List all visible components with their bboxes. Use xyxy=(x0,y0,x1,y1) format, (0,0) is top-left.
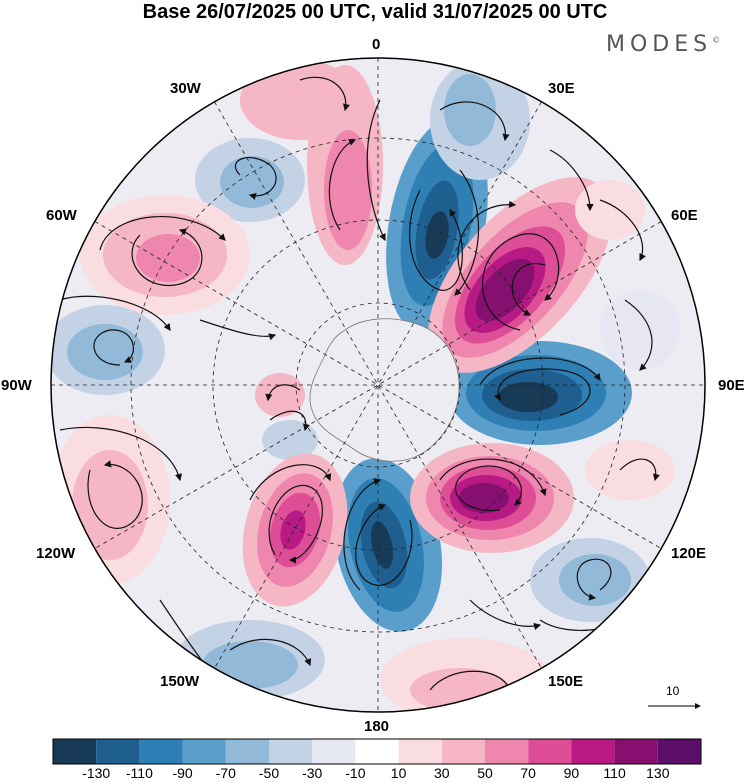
colorbar-tick: -30 xyxy=(302,765,323,781)
colorbar-swatch xyxy=(441,739,485,764)
lon-label-90e: 90E xyxy=(718,377,745,394)
lon-label-60e: 60E xyxy=(671,207,698,224)
colorbar-tick: -50 xyxy=(258,765,280,781)
lon-label-120e: 120E xyxy=(671,545,707,562)
colorbar-tick: -70 xyxy=(215,765,236,781)
graticule xyxy=(51,58,705,712)
map-border xyxy=(50,57,706,713)
colorbar-tick: 130 xyxy=(646,765,670,781)
lon-label-90w: 90W xyxy=(1,377,32,394)
colorbar-swatch xyxy=(657,739,701,764)
lon-label-30e: 30E xyxy=(548,80,575,97)
colorbar-swatch xyxy=(571,739,615,764)
colorbar-tick: 50 xyxy=(477,765,493,781)
colorbar-swatch xyxy=(225,739,269,764)
brand-mark: © xyxy=(712,35,721,45)
colorbar-swatch xyxy=(528,739,572,764)
colorbar-swatch xyxy=(398,739,442,764)
lon-label-60w: 60W xyxy=(46,207,77,224)
colorbar-tick: 10 xyxy=(390,765,407,781)
anomaly-field xyxy=(51,58,705,712)
colorbar-swatch xyxy=(485,739,529,764)
colorbar-tick: -130 xyxy=(82,765,111,781)
lon-label-120w: 120W xyxy=(36,545,76,562)
colorbar-tick: -90 xyxy=(172,765,193,781)
colorbar-swatch xyxy=(96,739,140,764)
antarctica-shape xyxy=(309,318,460,462)
lon-label-0: 0 xyxy=(372,36,381,53)
colorbar-tick: -110 xyxy=(125,765,153,781)
colorbar-swatch xyxy=(269,739,313,764)
colorbar-swatch xyxy=(312,739,356,764)
chart-title: Base 26/07/2025 00 UTC, valid 31/07/2025… xyxy=(142,1,608,23)
colorbar-tick: 30 xyxy=(434,765,450,781)
colorbar-swatch xyxy=(614,739,658,764)
lon-label-180: 180 xyxy=(364,718,390,735)
lon-label-150e: 150E xyxy=(548,673,584,690)
colorbar-swatch xyxy=(53,739,97,764)
brand-logo: MODES© xyxy=(606,32,720,57)
colorbar-tick: 70 xyxy=(520,765,536,781)
colorbar-swatch xyxy=(355,739,399,764)
colorbar-tick: 110 xyxy=(603,765,626,781)
colorbar-swatch xyxy=(182,739,226,764)
lon-label-30w: 30W xyxy=(170,80,201,97)
lon-label-150w: 150W xyxy=(160,673,200,690)
colorbar-tick: 90 xyxy=(563,765,580,781)
colorbar-tick: -10 xyxy=(345,765,366,781)
colorbar-swatch xyxy=(139,739,183,764)
colorbar xyxy=(52,738,702,765)
reference-vector-label: 10 xyxy=(666,684,680,698)
brand-text: MODES xyxy=(606,32,713,57)
